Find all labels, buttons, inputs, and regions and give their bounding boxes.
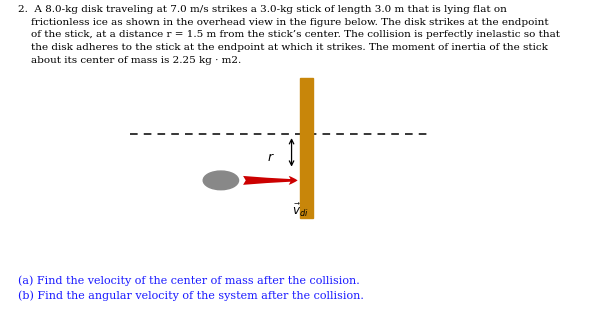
Text: $r$: $r$ [267,151,275,164]
Text: 2.  A 8.0-kg disk traveling at 7.0 m/s strikes a 3.0-kg stick of length 3.0 m th: 2. A 8.0-kg disk traveling at 7.0 m/s st… [18,5,560,65]
Circle shape [203,171,239,190]
Text: (a) Find the velocity of the center of mass after the collision.: (a) Find the velocity of the center of m… [18,275,359,286]
Bar [300,78,313,218]
Text: $\vec{v}_{di}$: $\vec{v}_{di}$ [292,202,309,219]
Text: (b) Find the angular velocity of the system after the collision.: (b) Find the angular velocity of the sys… [18,291,363,301]
